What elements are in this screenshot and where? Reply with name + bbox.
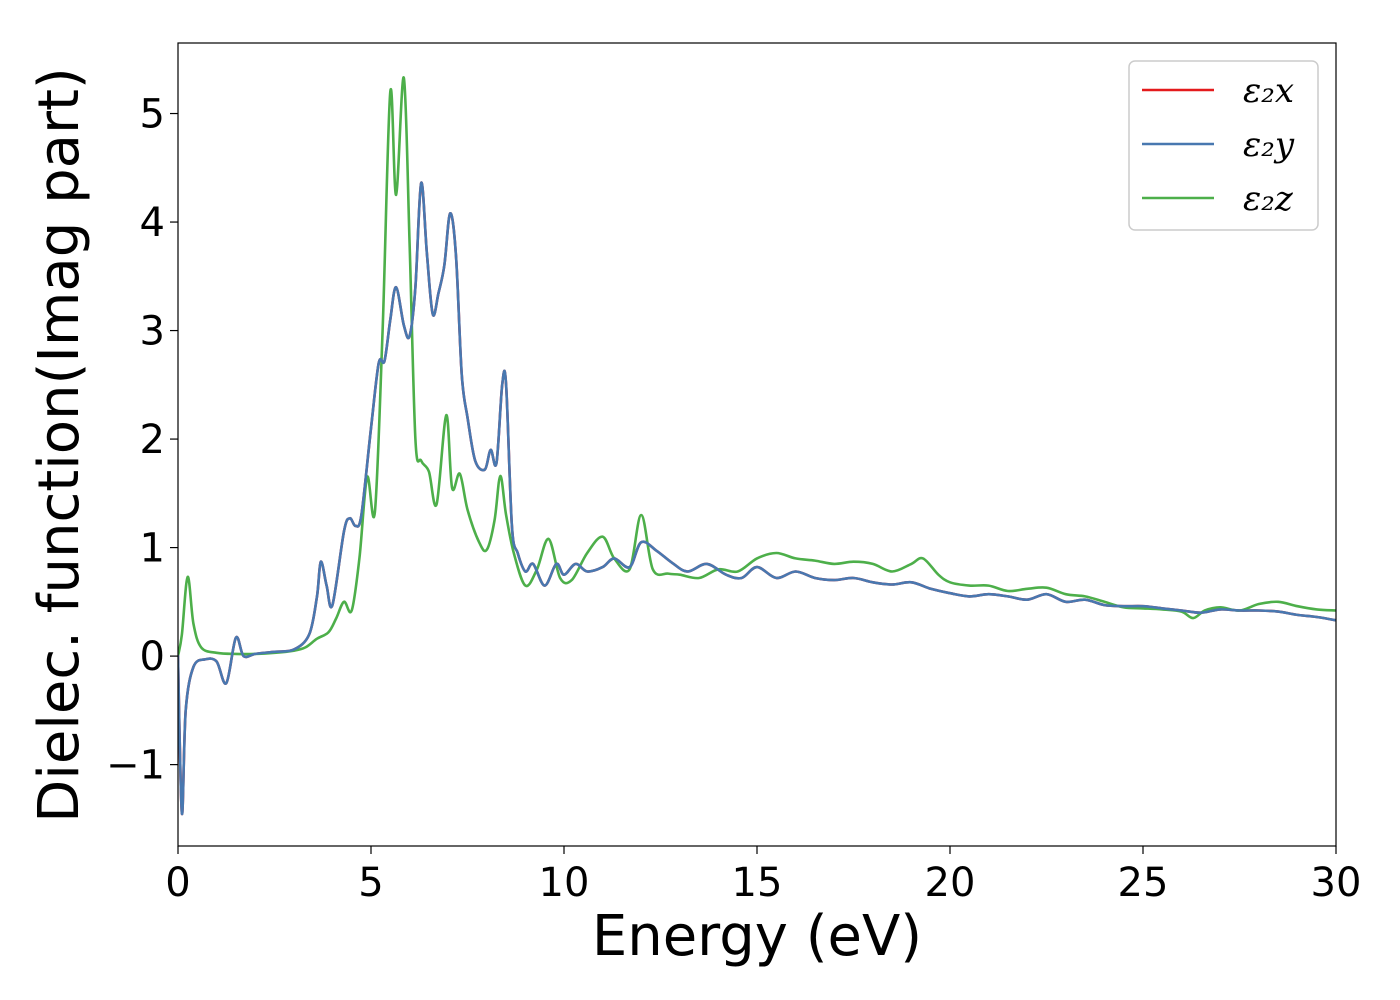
y-tick-label: 5 <box>140 92 165 138</box>
x-tick-label: 10 <box>539 860 590 906</box>
series-layer <box>178 76 1336 816</box>
legend-label: ε₂z <box>1243 179 1294 219</box>
x-tick-label: 15 <box>732 860 783 906</box>
x-tick-label: 20 <box>925 860 976 906</box>
y-tick-label: 4 <box>140 200 165 246</box>
x-tick-label: 5 <box>358 860 383 906</box>
x-axis: 0 5 10 15 20 25 30 <box>165 846 1361 906</box>
legend-box <box>1128 60 1319 231</box>
legend: ε₂x ε₂y ε₂z <box>1128 60 1319 231</box>
y-tick-label: −1 <box>106 743 165 789</box>
legend-label: ε₂x <box>1243 71 1294 111</box>
legend-label: ε₂y <box>1243 125 1295 165</box>
x-tick-label: 0 <box>165 860 190 906</box>
y-tick-label: 3 <box>140 309 165 355</box>
y-tick-label: 0 <box>140 634 165 680</box>
y-tick-label: 2 <box>140 417 165 463</box>
x-tick-label: 30 <box>1311 860 1362 906</box>
y-tick-label: 1 <box>140 526 165 572</box>
x-tick-label: 25 <box>1118 860 1169 906</box>
y-axis-label: Dielec. function(Imag part) <box>27 67 92 823</box>
series-line-3 <box>178 76 1336 658</box>
y-axis: −1 0 1 2 3 4 5 <box>106 92 178 789</box>
series-line-2 <box>178 181 1336 816</box>
x-axis-label: Energy (eV) <box>592 904 922 969</box>
